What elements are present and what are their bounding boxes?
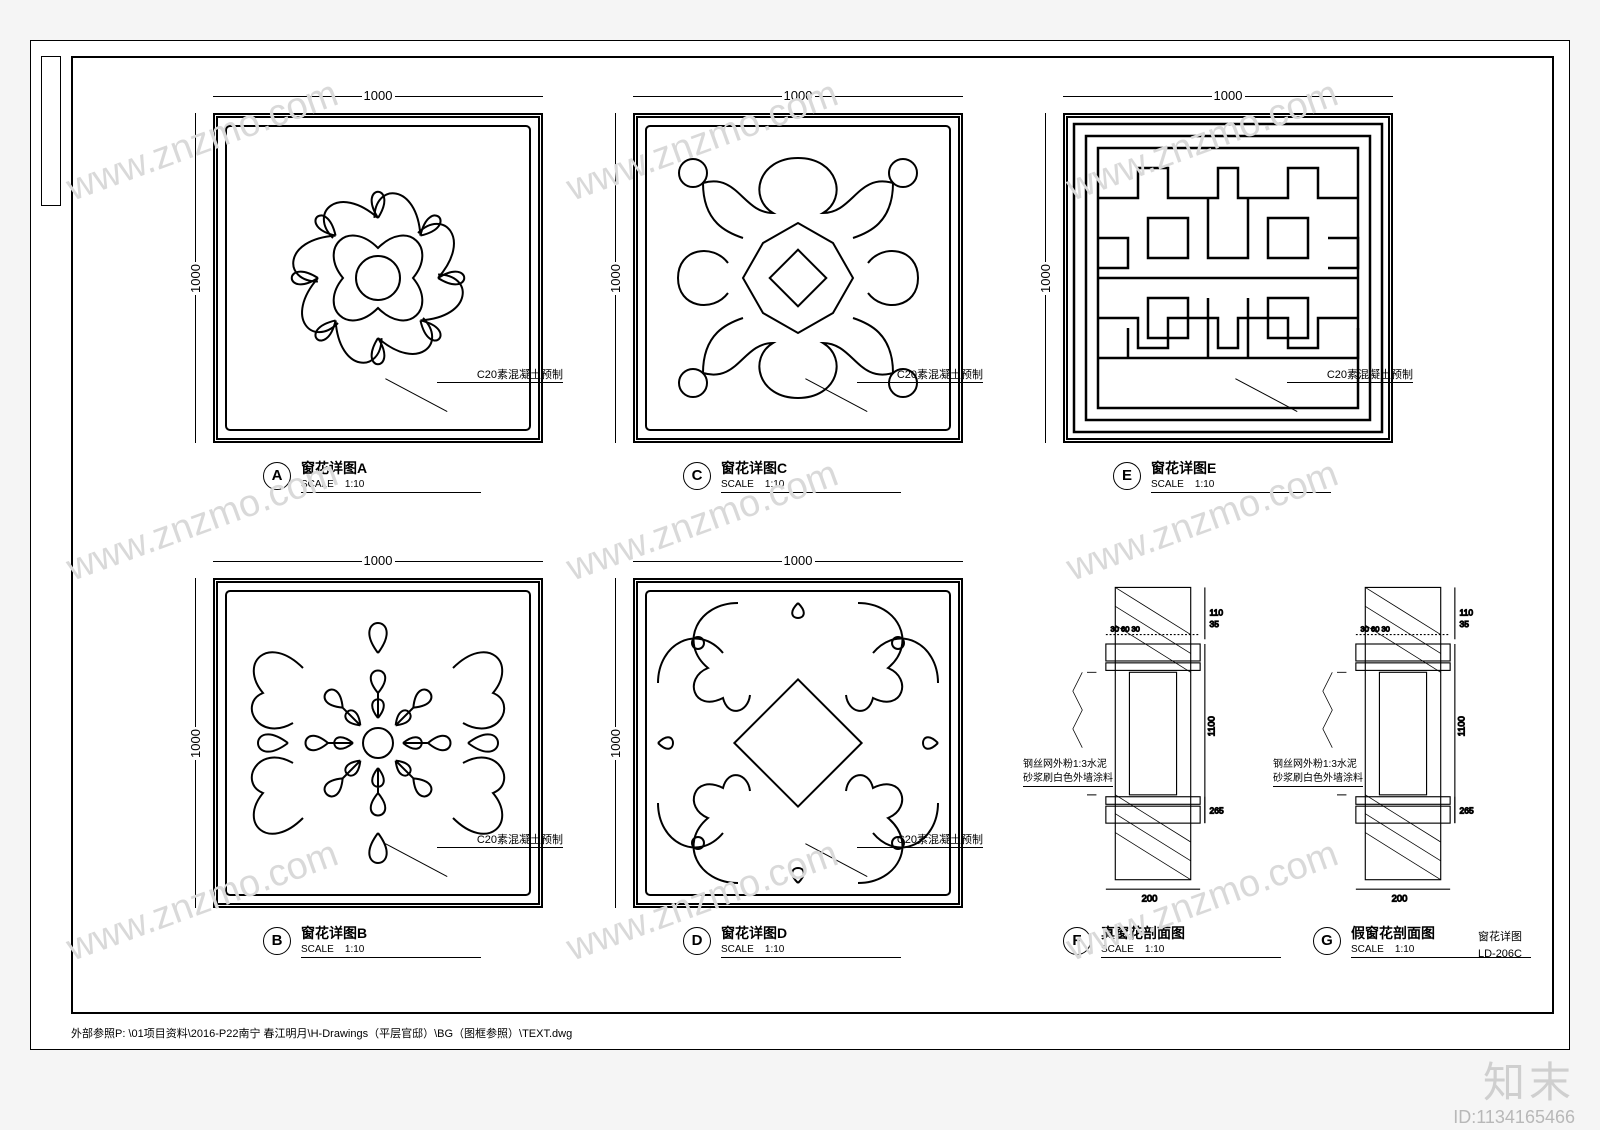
dim-height: 1000 xyxy=(185,113,205,443)
sheet-title: 窗花详图 xyxy=(1478,929,1522,946)
material-note: C20素混凝土预制 xyxy=(857,366,983,383)
detail-bubble: D xyxy=(683,927,711,955)
panel-title-block: 窗花详图BSCALE 1:10 xyxy=(301,923,481,958)
panel-title-row: E 窗花详图ESCALE 1:10 xyxy=(1113,458,1331,493)
section-title: 真窗花剖面图 xyxy=(1101,923,1271,943)
section-title-block: 真窗花剖面图SCALE 1:10 xyxy=(1101,923,1281,958)
sheet-inner-border: 10001000C20素混凝土预制A窗花详图ASCALE 1:101000100… xyxy=(71,56,1554,1014)
svg-text:200: 200 xyxy=(1142,892,1158,903)
svg-text:265: 265 xyxy=(1210,806,1224,816)
window-pattern-tile: C20素混凝土预制 xyxy=(633,113,963,443)
sheet-corner-label: 窗花详图 LD-206C xyxy=(1478,929,1522,962)
material-note: C20素混凝土预制 xyxy=(1287,366,1413,383)
side-revision-strip xyxy=(41,56,61,206)
window-pattern-tile: C20素混凝土预制 xyxy=(213,578,543,908)
panel-title-block: 窗花详图DSCALE 1:10 xyxy=(721,923,901,958)
panel-title: 窗花详图E xyxy=(1151,458,1321,478)
panel-a: 10001000C20素混凝土预制A窗花详图ASCALE 1:10 xyxy=(213,113,543,443)
dim-width: 1000 xyxy=(633,88,963,103)
dim-height: 1000 xyxy=(185,578,205,908)
detail-bubble: C xyxy=(683,462,711,490)
svg-text:35: 35 xyxy=(1210,619,1220,629)
panel-title: 窗花详图C xyxy=(721,458,891,478)
detail-bubble: B xyxy=(263,927,291,955)
svg-text:110: 110 xyxy=(1210,608,1224,618)
svg-text:200: 200 xyxy=(1392,892,1408,903)
panel-title: 窗花详图D xyxy=(721,923,891,943)
section-title-row: F 真窗花剖面图SCALE 1:10 xyxy=(1063,923,1281,958)
dim-width: 1000 xyxy=(633,553,963,568)
detail-bubble: E xyxy=(1113,462,1141,490)
panel-title: 窗花详图B xyxy=(301,923,471,943)
svg-text:30 60 30: 30 60 30 xyxy=(1111,625,1140,634)
panel-scale: SCALE 1:10 xyxy=(721,479,891,490)
sheet-code: LD-206C xyxy=(1478,946,1522,963)
panel-title-block: 窗花详图ESCALE 1:10 xyxy=(1151,458,1331,493)
panel-title-block: 窗花详图CSCALE 1:10 xyxy=(721,458,901,493)
svg-text:1100: 1100 xyxy=(1205,716,1216,736)
svg-text:1100: 1100 xyxy=(1455,716,1466,736)
xref-path: 外部参照P: \01项目资料\2016-P22南宁 春江明月\H-Drawing… xyxy=(71,1025,572,1041)
panel-title: 窗花详图A xyxy=(301,458,471,478)
material-note: C20素混凝土预制 xyxy=(437,831,563,848)
panel-scale: SCALE 1:10 xyxy=(301,944,471,955)
detail-bubble: F xyxy=(1063,927,1091,955)
panel-scale: SCALE 1:10 xyxy=(1151,479,1321,490)
svg-text:35: 35 xyxy=(1460,619,1470,629)
panel-d: 10001000C20素混凝土预制D窗花详图DSCALE 1:10 xyxy=(633,578,963,908)
panel-title-row: D 窗花详图DSCALE 1:10 xyxy=(683,923,901,958)
drawing-sheet: 10001000C20素混凝土预制A窗花详图ASCALE 1:101000100… xyxy=(30,40,1570,1050)
section-f: 11002001103530 60 30265钢丝网外粉1:3水泥砂浆刷白色外墙… xyxy=(1053,578,1253,908)
window-pattern-tile: C20素混凝土预制 xyxy=(213,113,543,443)
detail-bubble: A xyxy=(263,462,291,490)
dim-height: 1000 xyxy=(1035,113,1055,443)
dim-width: 1000 xyxy=(213,88,543,103)
dim-height: 1000 xyxy=(605,113,625,443)
window-pattern-tile: C20素混凝土预制 xyxy=(633,578,963,908)
panel-title-row: C 窗花详图CSCALE 1:10 xyxy=(683,458,901,493)
panel-title-row: B 窗花详图BSCALE 1:10 xyxy=(263,923,481,958)
detail-bubble: G xyxy=(1313,927,1341,955)
section-g: 11002001103530 60 30265钢丝网外粉1:3水泥砂浆刷白色外墙… xyxy=(1303,578,1503,908)
dim-width: 1000 xyxy=(213,553,543,568)
brand-id: ID:1134165466 xyxy=(1453,1107,1575,1128)
dim-width: 1000 xyxy=(1063,88,1393,103)
material-note: C20素混凝土预制 xyxy=(857,831,983,848)
section-material-note: 钢丝网外粉1:3水泥砂浆刷白色外墙涂料 xyxy=(1023,758,1113,787)
svg-text:265: 265 xyxy=(1460,806,1474,816)
svg-text:110: 110 xyxy=(1460,608,1474,618)
brand-watermark: 知末 xyxy=(1483,1049,1575,1110)
material-note: C20素混凝土预制 xyxy=(437,366,563,383)
panel-scale: SCALE 1:10 xyxy=(301,479,471,490)
panel-b: 10001000C20素混凝土预制B窗花详图BSCALE 1:10 xyxy=(213,578,543,908)
window-pattern-tile: C20素混凝土预制 xyxy=(1063,113,1393,443)
section-material-note: 钢丝网外粉1:3水泥砂浆刷白色外墙涂料 xyxy=(1273,758,1363,787)
panel-title-block: 窗花详图ASCALE 1:10 xyxy=(301,458,481,493)
dim-height: 1000 xyxy=(605,578,625,908)
panel-title-row: A 窗花详图ASCALE 1:10 xyxy=(263,458,481,493)
section-scale: SCALE 1:10 xyxy=(1101,944,1271,955)
panel-scale: SCALE 1:10 xyxy=(721,944,891,955)
panel-e: 10001000C20素混凝土预制E窗花详图ESCALE 1:10 xyxy=(1063,113,1393,443)
svg-text:30 60 30: 30 60 30 xyxy=(1361,625,1390,634)
panel-c: 10001000C20素混凝土预制C窗花详图CSCALE 1:10 xyxy=(633,113,963,443)
